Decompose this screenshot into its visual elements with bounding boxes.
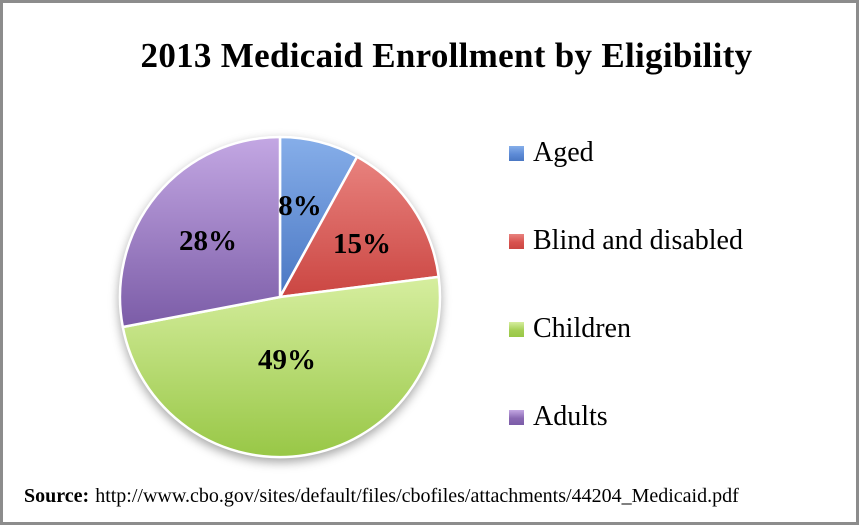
slice-label-adults: 28% [179, 225, 237, 257]
chart-title: 2013 Medicaid Enrollment by Eligibility [140, 36, 753, 75]
legend-label-adults: Adults [533, 401, 608, 432]
legend-swatch-blind-and-disabled [509, 233, 524, 249]
legend-item-aged: Aged [509, 137, 743, 169]
legend-label-children: Children [533, 313, 631, 344]
pie-slice-blind-and-disabled [278, 155, 440, 299]
slice-label-aged: 8% [278, 190, 322, 222]
source-url: http://www.cbo.gov/sites/default/files/c… [95, 485, 739, 507]
legend-swatch-adults [509, 409, 524, 425]
slice-label-blind-and-disabled: 15% [333, 228, 391, 260]
source-prefix: Source: [24, 485, 90, 507]
legend-swatch-aged [509, 145, 524, 161]
pie-chart: 8% 15% 49% 28% [118, 135, 442, 459]
legend-label-aged: Aged [533, 137, 594, 168]
source-line: Source: http://www.cbo.gov/sites/default/… [24, 483, 739, 510]
legend-item-blind-and-disabled: Blind and disabled [509, 225, 743, 257]
legend: Aged Blind and disabled Children Adults [509, 137, 743, 433]
legend-item-adults: Adults [509, 401, 743, 433]
slice-label-children: 49% [258, 344, 316, 376]
pie-slice-adults [118, 135, 282, 329]
legend-label-blind-and-disabled: Blind and disabled [533, 225, 743, 256]
legend-swatch-children [509, 321, 524, 337]
legend-item-children: Children [509, 313, 743, 345]
pie-slice-children [121, 275, 442, 459]
